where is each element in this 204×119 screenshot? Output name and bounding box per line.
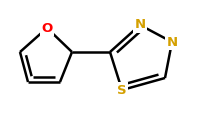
Text: O: O bbox=[41, 22, 52, 35]
Text: N: N bbox=[134, 18, 145, 32]
Text: S: S bbox=[117, 84, 126, 97]
Text: N: N bbox=[166, 35, 177, 49]
